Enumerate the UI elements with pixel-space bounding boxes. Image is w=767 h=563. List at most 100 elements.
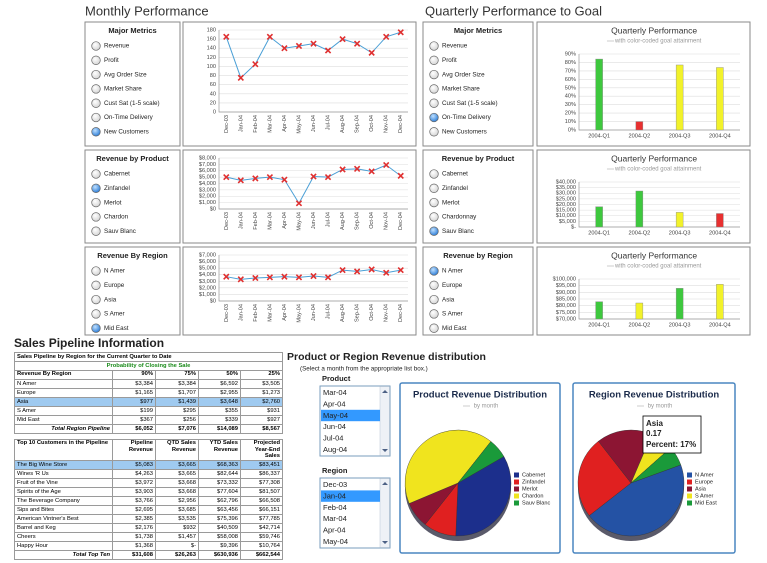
radio-label[interactable]: Cabernet [442,171,468,178]
bar [675,212,684,228]
radio-button[interactable] [429,84,439,94]
radio-button[interactable] [429,112,439,123]
radio-label[interactable]: Revenue [442,43,468,50]
radio-label[interactable]: Europe [442,282,463,289]
radio-label[interactable]: N Amer [104,268,125,275]
radio-label[interactable]: Asia [442,296,455,303]
radio-button[interactable] [91,294,101,305]
radio-button[interactable] [91,169,101,179]
radio-label[interactable]: Profit [442,57,457,64]
radio-label[interactable]: N Amer [442,268,463,275]
radio-label[interactable]: Asia [104,296,117,303]
list-item[interactable]: Aug-04 [323,445,347,454]
radio-label[interactable]: Europe [104,282,125,289]
radio-button[interactable] [429,294,439,305]
radio-button[interactable] [429,183,439,193]
radio-button[interactable] [429,280,439,290]
radio-label[interactable]: On-Time Delivery [442,114,492,121]
radio-label[interactable]: Zinfandel [442,185,468,192]
list-item[interactable]: May-04 [323,411,348,420]
section-subtitle: (Select a month from the appropriate lis… [300,366,428,373]
radio-label[interactable]: Chardon [104,214,129,221]
list-item[interactable]: Apr-04 [323,526,346,535]
list-item[interactable]: Jul-04 [323,434,343,443]
radio-label[interactable]: Avg Order Size [104,71,147,78]
legend-swatch [687,500,692,506]
radio-button[interactable] [91,183,101,193]
radio-button[interactable] [91,323,101,333]
radio-button[interactable] [429,266,439,276]
radio-label[interactable]: Sauv Blanc [442,228,474,235]
radio-label[interactable]: Merlot [104,199,122,206]
radio-button[interactable] [91,280,101,290]
radio-button[interactable] [91,41,101,51]
legend-swatch [514,486,519,492]
radio-label[interactable]: New Customers [104,128,149,135]
table-cell: $2,176 [112,523,156,533]
radio-button[interactable] [429,69,439,80]
section-title: Monthly Performance [85,3,209,18]
radio-button[interactable] [91,266,101,276]
radio-button[interactable] [429,98,439,108]
radio-button[interactable] [429,309,439,319]
total-cell: $26,263 [155,550,199,560]
radio-label[interactable]: Zinfandel [104,185,130,192]
radio-label[interactable]: Merlot [442,199,460,206]
radio-label[interactable]: Mid East [104,325,129,332]
radio-button[interactable] [91,127,101,137]
list-item[interactable]: Jan-04 [323,491,346,500]
table-cell: $66,508 [240,496,283,506]
radio-button[interactable] [91,84,101,94]
list-item[interactable]: Mar-04 [323,388,347,397]
radio-label[interactable]: Chardonnay [442,214,477,221]
list-item[interactable]: Mar-04 [323,514,347,523]
radio-label[interactable]: Cabernet [104,171,130,178]
radio-button[interactable] [91,226,101,236]
radio-button[interactable] [429,226,439,236]
panel-heading: Major Metrics [454,26,502,35]
radio-button[interactable] [91,197,101,208]
list-item[interactable]: May-04 [323,537,348,546]
radio-label[interactable]: S Amer [104,311,125,318]
radio-button[interactable] [91,212,101,222]
chart-panel [182,21,417,147]
radio-label[interactable]: Sauv Blanc [104,228,136,235]
radio-label[interactable]: Avg Order Size [442,71,485,78]
table-row: Cheers $1,738 $1,457 $58,008 $59,746 [14,532,283,542]
table-cell: $295 [155,406,199,416]
radio-button[interactable] [91,309,101,319]
list-item[interactable]: Dec-03 [323,480,347,489]
radio-button[interactable] [91,112,101,123]
list-item[interactable]: Feb-04 [323,503,347,512]
radio-label[interactable]: Profit [104,57,119,64]
radio-label[interactable]: New Customers [442,128,487,135]
y-tick-label: $2,000 [199,285,216,291]
radio-button[interactable] [429,169,439,179]
list-box[interactable] [319,477,391,549]
radio-button[interactable] [91,55,101,65]
radio-label[interactable]: Market Share [442,86,480,93]
radio-button[interactable] [429,323,439,333]
table-cell: $2,695 [112,505,156,515]
radio-label[interactable]: Market Share [104,86,142,93]
pie-slice [577,440,632,516]
y-tick-label: $3,000 [199,187,216,193]
radio-label[interactable]: Revenue [104,43,130,50]
radio-button[interactable] [429,127,439,137]
x-tick-label: Mar-04 [267,115,273,133]
radio-label[interactable]: Mid East [442,325,467,332]
radio-button[interactable] [429,212,439,222]
radio-label[interactable]: Cust Sat (1-5 scale) [104,100,160,107]
y-tick-label: 40% [565,94,576,100]
radio-button[interactable] [429,197,439,208]
x-tick-label: 2004-Q2 [628,230,650,236]
radio-label[interactable]: Cust Sat (1-5 scale) [442,100,498,107]
radio-button[interactable] [429,41,439,51]
radio-label[interactable]: S Amer [442,311,463,318]
radio-label[interactable]: On-Time Delivery [104,114,154,121]
list-item[interactable]: Jun-04 [323,422,346,431]
radio-button[interactable] [91,98,101,108]
radio-button[interactable] [429,55,439,65]
list-item[interactable]: Apr-04 [323,399,346,408]
radio-button[interactable] [91,69,101,80]
